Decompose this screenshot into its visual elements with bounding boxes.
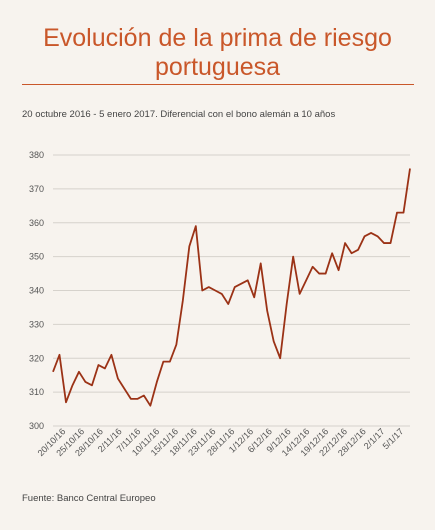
y-tick-label: 300 bbox=[29, 421, 44, 431]
y-tick-label: 310 bbox=[29, 387, 44, 397]
chart-title: Evolución de la prima de riesgo portugue… bbox=[0, 24, 435, 82]
y-tick-label: 320 bbox=[29, 353, 44, 363]
title-divider bbox=[22, 84, 414, 85]
series-line bbox=[52, 168, 411, 407]
y-tick-label: 370 bbox=[29, 184, 44, 194]
source-note: Fuente: Banco Central Europeo bbox=[22, 493, 156, 504]
y-tick-label: 330 bbox=[29, 319, 44, 329]
y-tick-label: 350 bbox=[29, 252, 44, 262]
y-tick-label: 380 bbox=[29, 150, 44, 160]
chart-grid bbox=[53, 154, 410, 427]
y-tick-label: 340 bbox=[29, 286, 44, 296]
y-tick-label: 360 bbox=[29, 218, 44, 228]
x-axis: 20/10/1625/10/1628/10/162/11/167/11/1610… bbox=[36, 426, 406, 458]
chart-title-line1: Evolución de la prima de riesgo bbox=[43, 24, 392, 52]
chart-series bbox=[52, 168, 411, 407]
chart-subtitle: 20 octubre 2016 - 5 enero 2017. Diferenc… bbox=[22, 109, 336, 120]
y-axis: 300 310 320 330 340 350 360 370 380 bbox=[29, 150, 44, 431]
chart-title-line2: portuguesa bbox=[154, 53, 281, 81]
x-tick-label: 5/1/17 bbox=[381, 426, 406, 451]
